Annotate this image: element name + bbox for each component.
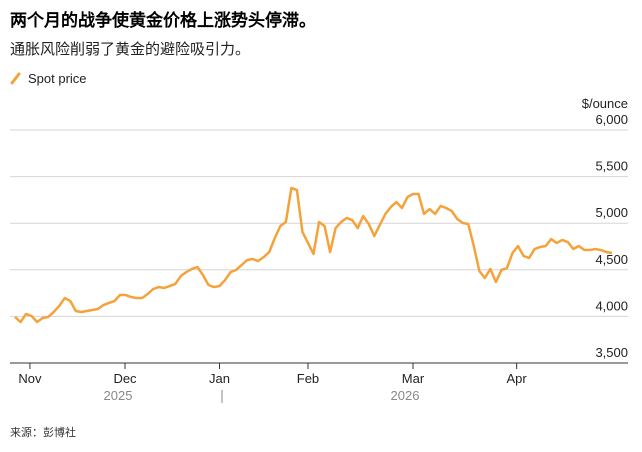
source: 来源：彭博社 xyxy=(10,425,76,439)
year-label: 2026 xyxy=(391,388,420,403)
y-tick-label: 6,000 xyxy=(595,112,628,127)
legend-swatch xyxy=(10,72,21,85)
y-tick-label: 4,000 xyxy=(595,298,628,313)
x-tick-label: Feb xyxy=(297,371,319,386)
y-axis-label: $/ounce xyxy=(582,96,628,111)
x-tick-label: Jan xyxy=(209,371,230,386)
chart-subtitle: 通胀风险削弱了黄金的避险吸引力。 xyxy=(10,41,250,58)
chart-title: 两个月的战争使黄金价格上涨势头停滞。 xyxy=(10,10,316,30)
line xyxy=(14,186,613,324)
y-tick-label: 5,000 xyxy=(595,205,628,220)
x-tick-label: Mar xyxy=(402,371,425,386)
year-label: 2025 xyxy=(104,388,133,403)
x-tick-label: Nov xyxy=(18,371,42,386)
x-tick-label: Dec xyxy=(113,371,137,386)
y-tick-label: 3,500 xyxy=(595,345,628,360)
x-tick-label: Apr xyxy=(507,371,528,386)
y-tick-label: 5,500 xyxy=(595,159,628,174)
legend-label: Spot price xyxy=(28,71,87,86)
y-tick-label: 4,500 xyxy=(595,252,628,267)
